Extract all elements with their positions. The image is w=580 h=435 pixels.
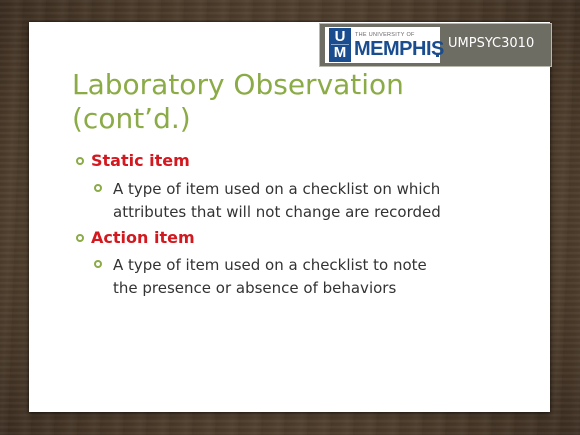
circle-bullet-icon: [76, 234, 84, 242]
circle-bullet-icon: [94, 184, 102, 192]
sub-bullet-line: A type of item used on a checklist on wh…: [113, 180, 441, 198]
slide-title: Laboratory Observation (cont’d.): [72, 68, 404, 135]
university-logo: U M THE UNIVERSITY OF MEMPHIS: [325, 27, 444, 63]
um-monogram-icon: U M: [329, 28, 351, 62]
logo-trademark-dot-icon: [436, 54, 439, 57]
sub-bullet-line: the presence or absence of behaviors: [113, 279, 397, 297]
bullet-label: Action item: [91, 228, 195, 247]
circle-bullet-icon: [94, 260, 102, 268]
logo-university-of-text: THE UNIVERSITY OF: [355, 32, 415, 38]
circle-bullet-icon: [76, 157, 84, 165]
monogram-bottom-letter: M: [333, 44, 347, 61]
sub-bullet-line: A type of item used on a checklist to no…: [113, 256, 427, 274]
monogram-divider: [331, 44, 349, 45]
logo-memphis-text: MEMPHIS: [354, 38, 444, 60]
bullet-label: Static item: [91, 151, 190, 170]
monogram-top-letter: U: [334, 28, 346, 45]
header-banner: U M THE UNIVERSITY OF MEMPHIS UMPSYC3010: [319, 23, 552, 67]
sub-bullet-line: attributes that will not change are reco…: [113, 203, 441, 221]
course-code: UMPSYC3010: [448, 36, 535, 51]
slide: U M THE UNIVERSITY OF MEMPHIS UMPSYC3010…: [29, 22, 552, 412]
